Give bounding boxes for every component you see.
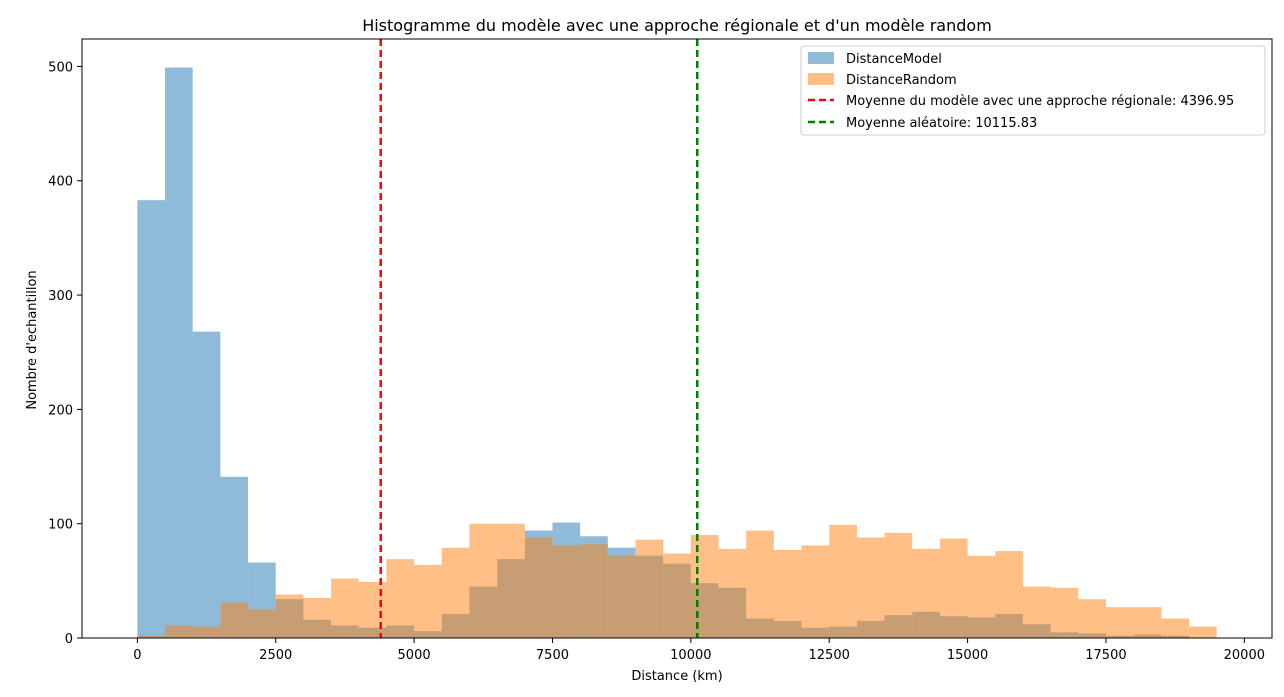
histogram-bar-distancerandom-30	[967, 555, 996, 638]
histogram-bar-distancerandom-16	[580, 544, 608, 638]
histogram-bar-distancerandom-27	[884, 532, 913, 638]
legend-label-distance-model: DistanceModel	[846, 52, 942, 67]
histogram-bar-distancerandom-34	[1078, 599, 1106, 638]
histogram-bar-distancerandom-1	[165, 625, 193, 638]
histogram-bar-distancerandom-21	[718, 548, 747, 638]
x-tick-label-1: 2500	[259, 648, 292, 663]
x-tick-label-4: 10000	[670, 648, 711, 663]
histogram-bar-distancerandom-20	[690, 535, 719, 638]
histogram-bar-distancemodel-1	[165, 67, 193, 638]
histogram-bar-distancerandom-11	[441, 547, 470, 638]
histogram-bar-distancerandom-37	[1161, 618, 1189, 638]
histogram-bar-distancerandom-36	[1133, 607, 1162, 638]
legend: DistanceModel DistanceRandom Moyenne du …	[800, 45, 1266, 136]
x-tick-label-0: 0	[133, 648, 141, 663]
histogram-bar-distancerandom-12	[469, 523, 498, 638]
histogram-bar-distancerandom-31	[995, 551, 1023, 638]
histogram-bar-distancerandom-15	[552, 545, 581, 638]
legend-label-distance-random: DistanceRandom	[846, 73, 957, 88]
bars-layer	[137, 67, 1217, 638]
histogram-bar-distancemodel-2	[192, 331, 221, 638]
histogram-bar-distancerandom-19	[663, 553, 691, 638]
legend-swatch-distance-model	[808, 52, 834, 64]
histogram-bar-distancerandom-29	[939, 538, 968, 638]
legend-label-random-mean: Moyenne aléatoire: 10115.83	[846, 116, 1037, 131]
y-tick-label-3: 300	[48, 289, 73, 304]
histogram-bar-distancerandom-10	[414, 564, 442, 638]
mean-lines-layer	[379, 39, 699, 638]
histogram-bar-distancerandom-18	[635, 539, 664, 638]
y-tick-label-5: 500	[48, 60, 73, 75]
histogram-bar-distancerandom-5	[275, 594, 304, 638]
y-tick-label-0: 0	[65, 632, 73, 647]
ticks-layer: 0 2500 5000 7500 10000 12500 15000 17500 20000 0 1…	[48, 60, 1265, 663]
histogram-bar-distancerandom-28	[912, 548, 940, 638]
plot-frame	[81, 38, 1273, 639]
histogram-bar-distancerandom-35	[1105, 607, 1134, 638]
x-tick-label-8: 20000	[1224, 648, 1265, 663]
y-tick-label-2: 200	[48, 403, 73, 418]
histogram-bar-distancerandom-8	[358, 581, 387, 638]
y-tick-label-1: 100	[48, 518, 73, 533]
histogram-bar-distancerandom-24	[801, 545, 830, 638]
legend-box	[800, 45, 1266, 136]
histogram-bar-distancerandom-9	[386, 559, 415, 638]
x-tick-label-2: 5000	[398, 648, 431, 663]
histogram-bar-distancerandom-3	[220, 602, 249, 638]
histogram-bar-distancerandom-38	[1188, 626, 1217, 638]
x-tick-label-3: 7500	[536, 648, 569, 663]
histogram-bar-distancerandom-26	[856, 537, 885, 638]
legend-label-model-mean: Moyenne du modèle avec une approche régi…	[846, 94, 1234, 109]
legend-swatch-distance-random	[808, 73, 834, 85]
histogram-bar-distancerandom-32	[1022, 586, 1051, 638]
histogram-bar-distancerandom-33	[1050, 587, 1079, 638]
histogram-bar-distancerandom-22	[746, 530, 774, 638]
histogram-bar-distancerandom-4	[248, 609, 276, 638]
histogram-bar-distancerandom-2	[192, 626, 221, 638]
x-tick-label-6: 15000	[947, 648, 988, 663]
histogram-bar-distancemodel-0	[137, 200, 166, 638]
histogram-bar-distancerandom-23	[773, 549, 802, 638]
y-tick-label-4: 400	[48, 175, 73, 190]
x-axis-label: Distance (km)	[631, 669, 722, 684]
y-axis-label: Nombre d'echantillon	[25, 270, 40, 409]
histogram-bar-distancerandom-0	[137, 635, 166, 638]
histogram-bar-distancerandom-7	[331, 578, 359, 638]
x-tick-label-7: 17500	[1085, 648, 1126, 663]
chart-title: Histogramme du modèle avec une approche …	[362, 16, 992, 35]
histogram-bar-distancerandom-6	[303, 597, 332, 638]
x-tick-label-5: 12500	[809, 648, 850, 663]
histogram-bar-distancerandom-25	[829, 524, 857, 638]
histogram-bar-distancerandom-13	[497, 523, 525, 638]
histogram-bar-distancerandom-14	[524, 537, 553, 638]
histogram-bar-distancerandom-17	[607, 555, 636, 638]
